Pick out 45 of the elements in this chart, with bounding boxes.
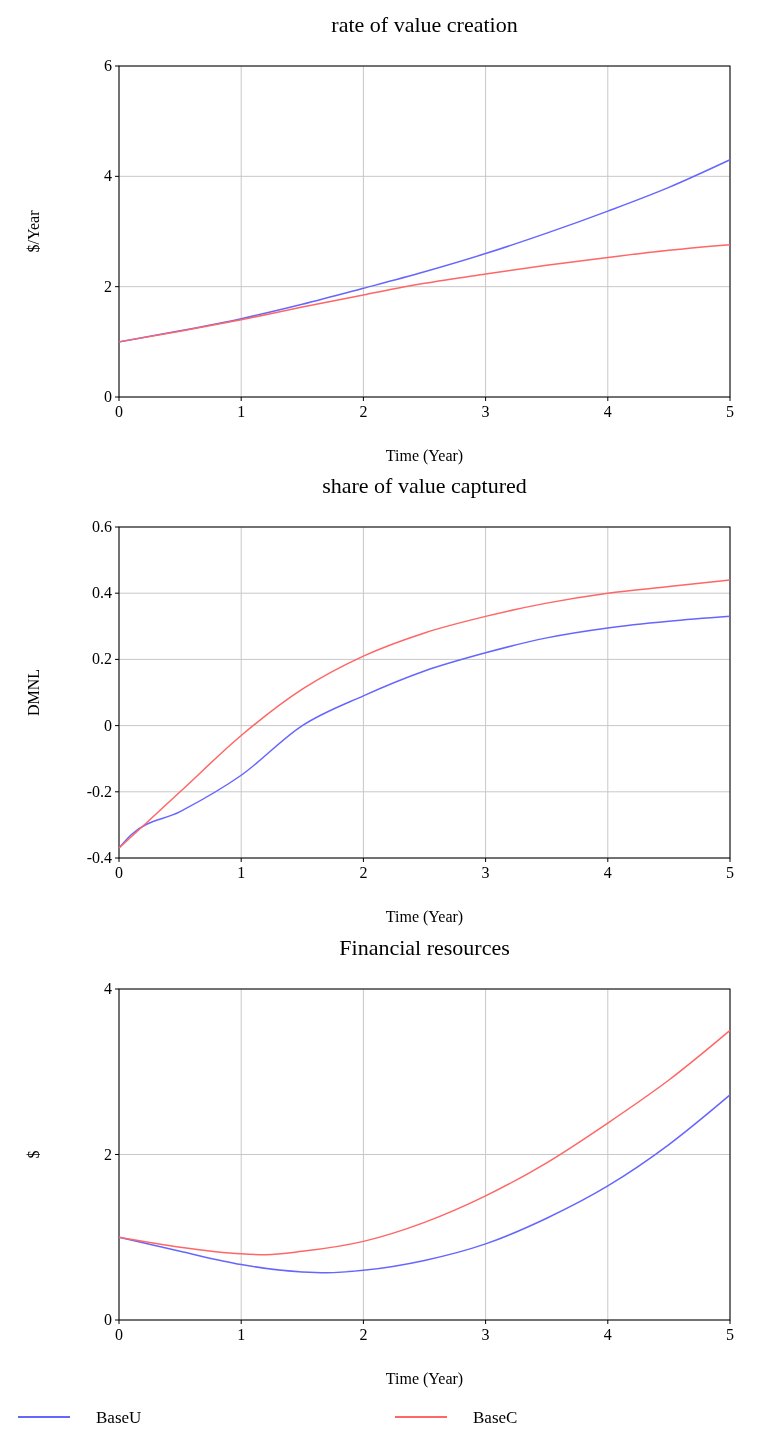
x-tick-label: 1 <box>237 864 246 881</box>
x-tick-label: 2 <box>359 864 368 881</box>
x-tick-label: 5 <box>726 1326 734 1343</box>
line-series <box>118 1094 731 1274</box>
x-tick-label: 0 <box>115 864 123 881</box>
x-tick-label: 0 <box>115 403 123 420</box>
x-axis-title: Time (Year) <box>385 908 464 926</box>
x-tick-label: 4 <box>603 1326 612 1343</box>
y-tick-label: 4 <box>104 167 112 185</box>
x-tick-label: 5 <box>726 403 734 420</box>
chart-title: rate of value creation <box>331 12 518 37</box>
y-axis-title: $ <box>25 1150 42 1159</box>
x-tick-label: 5 <box>726 864 734 881</box>
y-axis-title: $/Year <box>25 209 42 253</box>
x-tick-label: 2 <box>359 403 368 420</box>
y-tick-label: -0.2 <box>86 782 112 800</box>
x-tick-label: 3 <box>481 864 490 881</box>
legend-label: BaseU <box>96 1408 142 1427</box>
x-axis-title: Time (Year) <box>385 447 464 465</box>
y-tick-label: 2 <box>104 277 112 295</box>
y-tick-label: 0.6 <box>92 518 112 535</box>
y-tick-label: 6 <box>104 57 112 74</box>
x-tick-label: 3 <box>481 403 490 420</box>
y-tick-label: 0 <box>104 716 112 734</box>
legend-label: BaseC <box>473 1408 518 1427</box>
x-tick-label: 1 <box>237 1326 246 1343</box>
x-tick-label: 4 <box>603 403 612 420</box>
y-tick-label: 0.4 <box>92 584 112 602</box>
line-series <box>118 1029 731 1256</box>
x-tick-label: 2 <box>359 1326 368 1343</box>
line-series <box>118 243 731 343</box>
chart-title: share of value captured <box>322 473 527 498</box>
y-tick-label: 0 <box>104 388 112 405</box>
x-tick-label: 1 <box>237 403 246 420</box>
y-axis-title: DMNL <box>25 668 42 717</box>
y-tick-label: 0 <box>104 1311 112 1328</box>
x-tick-label: 3 <box>481 1326 490 1343</box>
y-tick-label: 4 <box>104 980 112 997</box>
x-tick-label: 4 <box>603 864 612 881</box>
x-axis-title: Time (Year) <box>385 1370 464 1388</box>
chart-title: Financial resources <box>339 935 510 960</box>
y-tick-label: 2 <box>104 1145 112 1163</box>
x-tick-label: 0 <box>115 1326 123 1343</box>
y-tick-label: 0.2 <box>92 650 112 668</box>
y-tick-label: -0.4 <box>86 849 112 866</box>
